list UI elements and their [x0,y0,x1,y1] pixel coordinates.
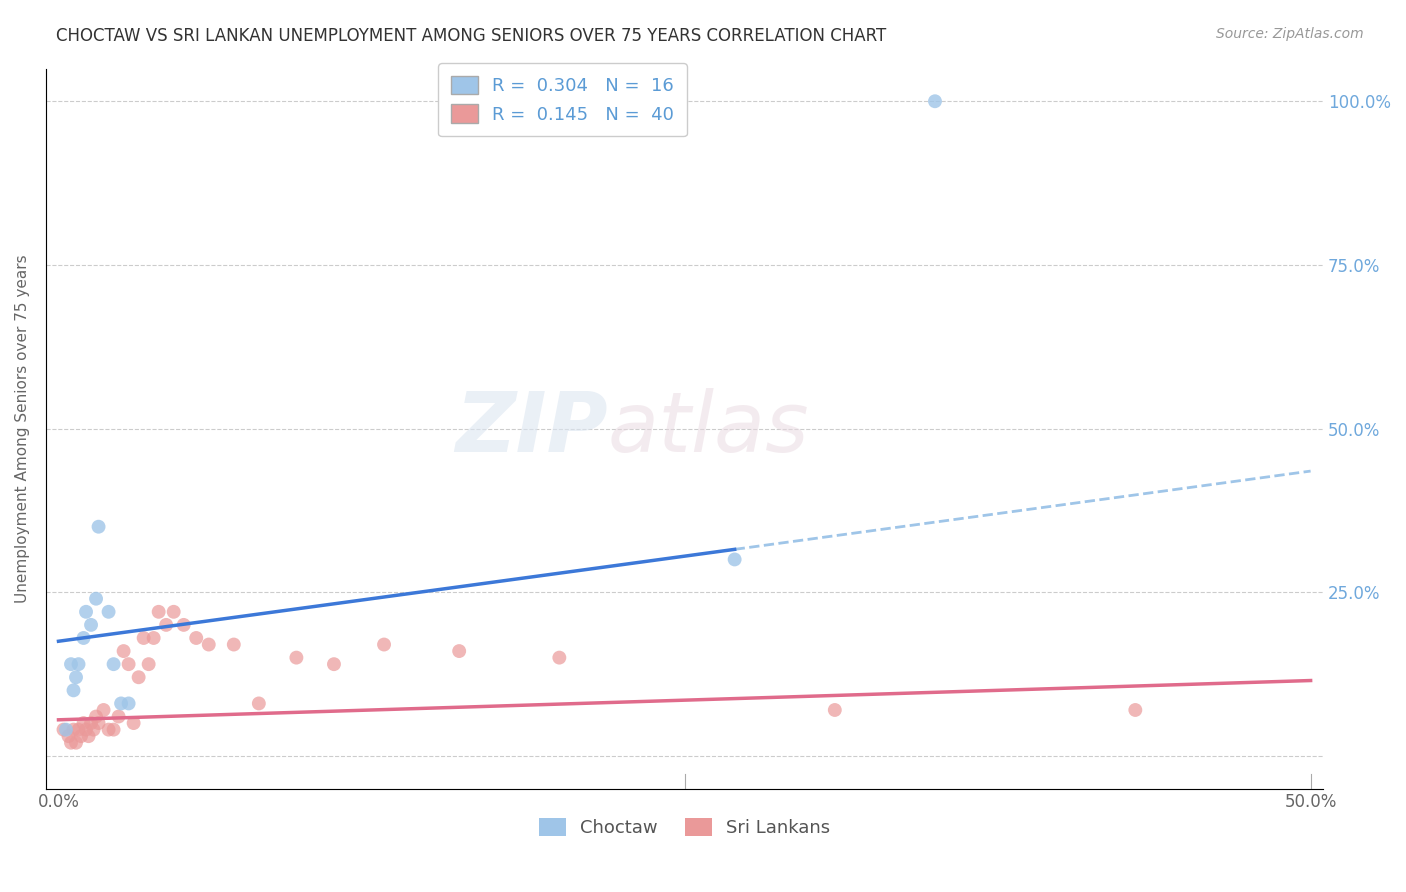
Point [77,729,100,743]
Point [67,723,90,737]
Point [67,657,90,672]
Point [97,723,120,737]
Text: CHOCTAW VS SRI LANKAN UNEMPLOYMENT AMONG SENIORS OVER 75 YEARS CORRELATION CHART: CHOCTAW VS SRI LANKAN UNEMPLOYMENT AMONG… [56,27,887,45]
Point [103,723,125,737]
Point [84,709,107,723]
Point [52,723,75,737]
Point [449,644,471,658]
Point [122,716,145,731]
Point [173,618,195,632]
Text: ZIP: ZIP [456,388,607,469]
Y-axis label: Unemployment Among Seniors over 75 years: Unemployment Among Seniors over 75 years [15,254,30,603]
Point [222,638,245,652]
Point [132,631,155,645]
Point [373,638,395,652]
Point [65,736,87,750]
Point [58,729,80,743]
Point [1123,703,1146,717]
Point [924,95,946,109]
Point [103,657,125,672]
Point [155,618,177,632]
Point [62,723,84,737]
Point [186,631,208,645]
Point [163,605,186,619]
Point [724,552,747,566]
Text: atlas: atlas [607,388,810,469]
Point [75,605,97,619]
Point [548,650,571,665]
Point [62,683,84,698]
Point [84,591,107,606]
Legend: Choctaw, Sri Lankans: Choctaw, Sri Lankans [531,811,838,845]
Point [72,631,94,645]
Point [148,605,170,619]
Point [128,670,150,684]
Point [197,638,219,652]
Point [824,703,846,717]
Point [110,697,132,711]
Point [75,723,97,737]
Point [60,736,83,750]
Point [60,657,83,672]
Point [117,657,139,672]
Point [80,618,103,632]
Point [107,709,129,723]
Point [72,716,94,731]
Point [80,716,103,731]
Point [83,723,105,737]
Point [117,697,139,711]
Point [112,644,135,658]
Point [65,670,87,684]
Point [323,657,346,672]
Point [247,697,270,711]
Point [97,605,120,619]
Point [138,657,160,672]
Point [70,729,93,743]
Point [55,723,77,737]
Point [142,631,165,645]
Point [87,716,110,731]
Point [87,519,110,533]
Point [93,703,115,717]
Text: Source: ZipAtlas.com: Source: ZipAtlas.com [1216,27,1364,41]
Point [285,650,308,665]
